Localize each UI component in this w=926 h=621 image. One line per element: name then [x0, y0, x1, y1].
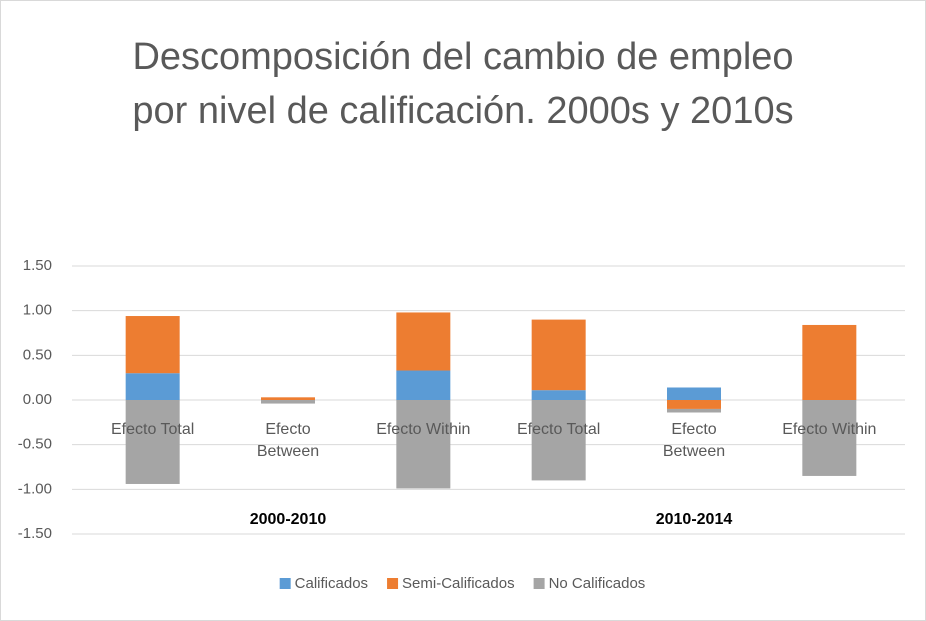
bar-segment [125, 373, 180, 400]
x-tick-label: Efecto Total [517, 421, 601, 438]
chart-title: Descomposición del cambio de empleo por … [132, 36, 794, 132]
bar-segment [261, 400, 315, 404]
y-tick-label: -0.50 [18, 436, 52, 453]
bar-segment [125, 316, 180, 374]
bar-segment [667, 400, 721, 409]
bar-segment [531, 390, 586, 400]
grid [72, 265, 905, 535]
bar-segment [396, 400, 451, 489]
y-tick-label: 0.00 [23, 391, 52, 408]
legend: Calificados Semi-Calificados No Calificado… [279, 575, 646, 592]
group-label: 2010-2014 [656, 511, 733, 528]
legend-label: Semi-Calificados [402, 575, 515, 592]
bars [125, 312, 857, 489]
y-tick-label: 0.50 [23, 346, 52, 363]
y-tick-label: 1.50 [23, 257, 52, 274]
bar-segment [531, 400, 586, 481]
bar-segment [531, 319, 586, 391]
legend-label: Calificados [295, 575, 368, 592]
group-label: 2000-2010 [250, 511, 327, 528]
bar-segment [261, 397, 315, 400]
legend-swatch [533, 578, 545, 589]
y-tick-label: 1.00 [23, 302, 52, 319]
y-tick-label: -1.00 [18, 480, 52, 497]
x-tick-label: Efecto Between [256, 421, 320, 460]
y-tick-label: -1.50 [18, 525, 52, 542]
legend-swatch [387, 578, 399, 589]
bar-segment [396, 370, 451, 400]
x-tick-label: Efecto Between [662, 421, 726, 460]
x-tick-label: Efecto Within [376, 421, 471, 438]
bar-segment [667, 387, 721, 400]
bar-segment [667, 408, 721, 413]
legend-swatch [279, 578, 291, 589]
bar-segment [125, 400, 180, 484]
x-tick-label: Efecto Within [782, 421, 877, 438]
bar-segment [802, 324, 857, 400]
x-tick-label: Efecto Total [111, 421, 195, 438]
bar-segment [396, 312, 451, 371]
bar-segment [802, 400, 857, 476]
legend-label: No Calificados [549, 575, 646, 592]
